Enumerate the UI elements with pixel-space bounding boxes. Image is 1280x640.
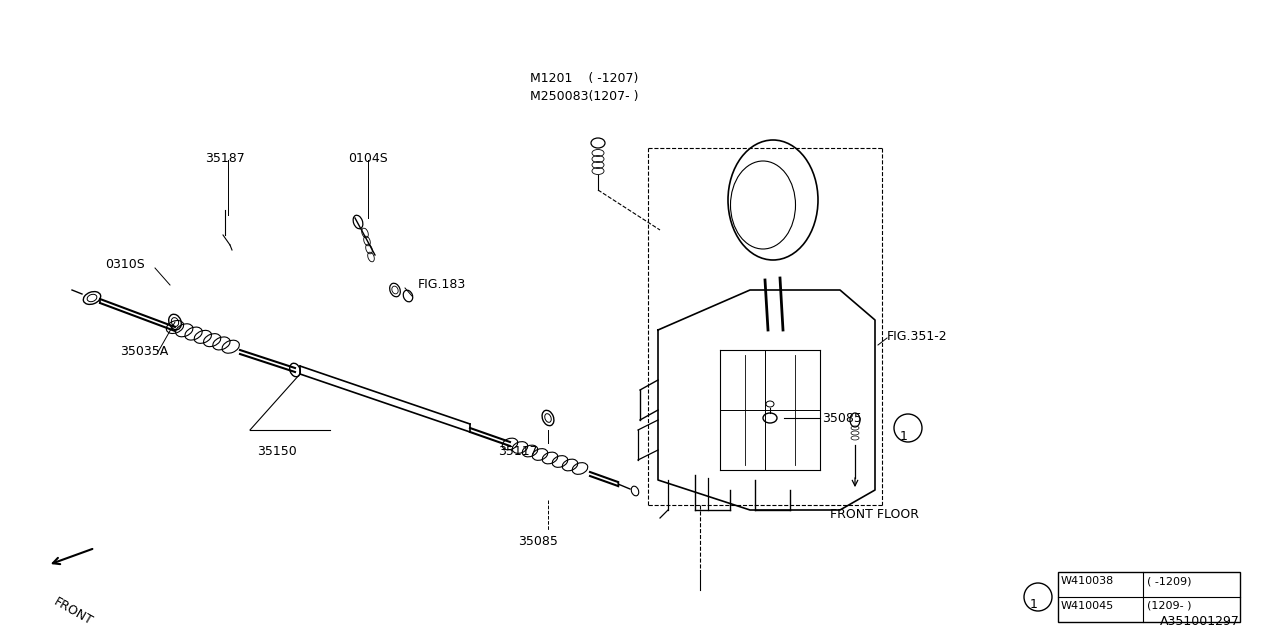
- Text: 35035A: 35035A: [120, 345, 168, 358]
- Text: ( -1209): ( -1209): [1147, 576, 1192, 586]
- Text: 0310S: 0310S: [105, 258, 145, 271]
- Text: 1: 1: [900, 429, 908, 442]
- Text: W410038: W410038: [1061, 576, 1115, 586]
- Text: FRONT: FRONT: [51, 595, 95, 628]
- Text: 35085: 35085: [518, 535, 558, 548]
- Text: 35085: 35085: [822, 412, 861, 425]
- Bar: [1059, 572, 1240, 622]
- Text: M1201    ( -1207): M1201 ( -1207): [530, 72, 639, 85]
- Text: 35150: 35150: [257, 445, 297, 458]
- Text: 35117: 35117: [498, 445, 538, 458]
- Text: 35187: 35187: [205, 152, 244, 165]
- Text: FRONT FLOOR: FRONT FLOOR: [829, 508, 919, 521]
- Text: 1: 1: [1030, 598, 1038, 611]
- Text: (1209- ): (1209- ): [1147, 601, 1192, 611]
- Text: FIG.183: FIG.183: [419, 278, 466, 291]
- Text: FIG.351-2: FIG.351-2: [887, 330, 947, 343]
- Text: 0104S: 0104S: [348, 152, 388, 165]
- Text: W410045: W410045: [1061, 601, 1115, 611]
- Text: M250083(1207- ): M250083(1207- ): [530, 90, 639, 103]
- Text: A351001297: A351001297: [1160, 615, 1240, 628]
